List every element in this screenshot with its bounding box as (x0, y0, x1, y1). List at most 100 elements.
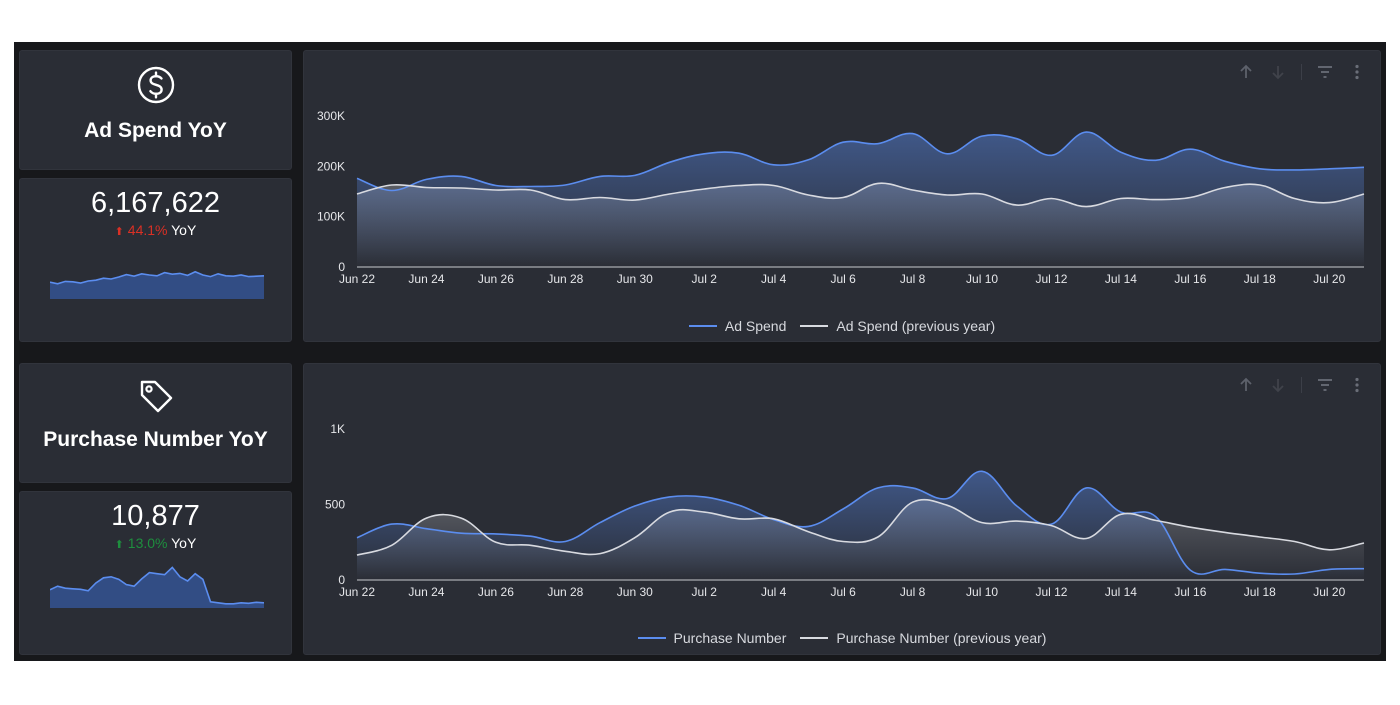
data-point[interactable] (1120, 198, 1122, 200)
data-point[interactable] (877, 487, 879, 489)
data-point[interactable] (599, 197, 601, 199)
arrow-down-icon[interactable] (1269, 376, 1287, 394)
more-vert-icon[interactable] (1348, 376, 1366, 394)
data-point[interactable] (634, 175, 636, 177)
data-point[interactable] (842, 541, 844, 543)
data-point[interactable] (1329, 549, 1331, 551)
series-line[interactable] (356, 131, 1365, 192)
data-point[interactable] (1259, 536, 1261, 538)
data-point[interactable] (1294, 198, 1296, 200)
series-line[interactable] (356, 182, 1365, 208)
data-point[interactable] (460, 532, 462, 534)
data-point[interactable] (1259, 184, 1261, 186)
data-point[interactable] (669, 193, 671, 195)
data-point[interactable] (1085, 538, 1087, 540)
data-point[interactable] (599, 522, 601, 524)
data-point[interactable] (356, 554, 358, 556)
data-point[interactable] (669, 162, 671, 164)
data-point[interactable] (1190, 526, 1192, 528)
legend-item[interactable]: Purchase Number (637, 630, 786, 646)
data-point[interactable] (842, 197, 844, 199)
data-point[interactable] (773, 185, 775, 187)
data-point[interactable] (1085, 487, 1087, 489)
data-point[interactable] (1120, 151, 1122, 153)
data-point[interactable] (1224, 532, 1226, 534)
legend-item[interactable]: Purchase Number (previous year) (800, 630, 1046, 646)
data-point[interactable] (356, 178, 358, 180)
series-line[interactable] (356, 470, 1365, 576)
data-point[interactable] (1016, 520, 1018, 522)
data-point[interactable] (495, 542, 497, 544)
data-point[interactable] (808, 159, 810, 161)
data-point[interactable] (1363, 568, 1365, 570)
data-point[interactable] (426, 187, 428, 189)
data-point[interactable] (599, 176, 601, 178)
data-point[interactable] (703, 511, 705, 513)
data-point[interactable] (599, 553, 601, 555)
data-point[interactable] (1016, 505, 1018, 507)
data-point[interactable] (912, 501, 914, 503)
data-point[interactable] (530, 535, 532, 537)
data-point[interactable] (738, 185, 740, 187)
data-point[interactable] (1016, 204, 1018, 206)
data-point[interactable] (1294, 573, 1296, 575)
data-point[interactable] (947, 153, 949, 155)
data-point[interactable] (426, 517, 428, 519)
data-point[interactable] (981, 471, 983, 473)
filter-icon[interactable] (1316, 376, 1334, 394)
data-point[interactable] (947, 194, 949, 196)
data-point[interactable] (565, 199, 567, 201)
data-point[interactable] (1085, 131, 1087, 133)
data-point[interactable] (1016, 138, 1018, 140)
data-point[interactable] (1329, 168, 1331, 170)
data-point[interactable] (669, 511, 671, 513)
series-line[interactable] (356, 498, 1365, 556)
data-point[interactable] (1363, 193, 1365, 195)
data-point[interactable] (877, 143, 879, 145)
data-point[interactable] (877, 183, 879, 185)
data-point[interactable] (1190, 148, 1192, 150)
data-point[interactable] (912, 487, 914, 489)
filter-icon[interactable] (1316, 63, 1334, 81)
data-point[interactable] (565, 551, 567, 553)
data-point[interactable] (1294, 541, 1296, 543)
data-point[interactable] (1294, 169, 1296, 171)
data-point[interactable] (530, 189, 532, 191)
data-point[interactable] (460, 517, 462, 519)
data-point[interactable] (460, 187, 462, 189)
data-point[interactable] (981, 193, 983, 195)
data-point[interactable] (738, 505, 740, 507)
data-point[interactable] (391, 545, 393, 547)
data-point[interactable] (565, 184, 567, 186)
data-point[interactable] (1363, 167, 1365, 169)
data-point[interactable] (1155, 520, 1157, 522)
data-point[interactable] (1224, 187, 1226, 189)
data-point[interactable] (634, 505, 636, 507)
data-point[interactable] (1051, 525, 1053, 527)
data-point[interactable] (391, 190, 393, 192)
data-point[interactable] (426, 528, 428, 530)
data-point[interactable] (1120, 511, 1122, 513)
data-point[interactable] (356, 537, 358, 539)
data-point[interactable] (703, 496, 705, 498)
data-point[interactable] (1190, 197, 1192, 199)
data-point[interactable] (1085, 206, 1087, 208)
data-point[interactable] (808, 194, 810, 196)
data-point[interactable] (808, 526, 810, 528)
data-point[interactable] (1051, 155, 1053, 157)
data-point[interactable] (773, 164, 775, 166)
data-point[interactable] (981, 135, 983, 137)
arrow-up-icon[interactable] (1237, 63, 1255, 81)
data-point[interactable] (634, 199, 636, 201)
data-point[interactable] (703, 153, 705, 155)
data-point[interactable] (634, 537, 636, 539)
data-point[interactable] (1051, 198, 1053, 200)
data-point[interactable] (460, 176, 462, 178)
data-point[interactable] (738, 518, 740, 520)
data-point[interactable] (1259, 168, 1261, 170)
data-point[interactable] (1363, 542, 1365, 544)
data-point[interactable] (703, 188, 705, 190)
data-point[interactable] (426, 179, 428, 181)
data-point[interactable] (391, 523, 393, 525)
more-vert-icon[interactable] (1348, 63, 1366, 81)
